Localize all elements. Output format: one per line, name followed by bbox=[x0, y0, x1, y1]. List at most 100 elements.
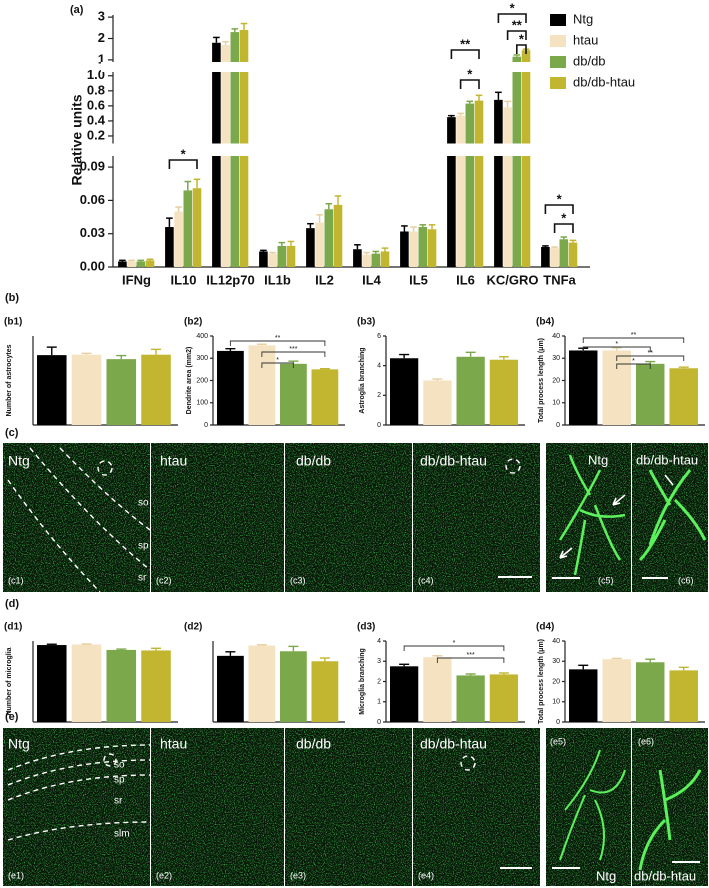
image-label: db/db-htau bbox=[636, 452, 698, 467]
bar bbox=[106, 649, 137, 722]
y-tick-label: 1 bbox=[98, 51, 105, 66]
image-label: db/db-htau bbox=[420, 453, 487, 469]
y-tick-label: 0 bbox=[556, 422, 560, 429]
roi-marker bbox=[505, 458, 521, 474]
y-tick-label: 0 bbox=[204, 422, 208, 429]
bar bbox=[636, 662, 665, 722]
bar bbox=[568, 242, 578, 267]
bar bbox=[503, 107, 512, 267]
micrograph-texture bbox=[632, 443, 708, 592]
significance-bracket bbox=[459, 79, 480, 89]
y-tick-label: 10 bbox=[552, 699, 560, 706]
significance-label: *** bbox=[467, 652, 475, 659]
image-panel-label: (e2) bbox=[156, 870, 172, 880]
y-tick-label: 40 bbox=[552, 333, 560, 340]
bar bbox=[141, 650, 171, 722]
y-tick-label: 0.4 bbox=[87, 112, 106, 127]
section-label: (c) bbox=[5, 427, 19, 439]
significance-bracket bbox=[616, 355, 685, 361]
panel-label: (d1) bbox=[4, 622, 22, 633]
micrograph-texture bbox=[3, 728, 150, 886]
bar bbox=[217, 655, 244, 722]
image-label: sp bbox=[114, 775, 125, 786]
astrocyte bbox=[638, 469, 707, 562]
y-tick-label: 0.06 bbox=[80, 192, 105, 207]
significance-label: * bbox=[557, 191, 563, 206]
legend-label: Ntg bbox=[573, 11, 593, 26]
y-tick-label: 20 bbox=[552, 678, 560, 685]
panel-label: (b2) bbox=[184, 317, 202, 328]
bar bbox=[311, 369, 339, 425]
bar bbox=[602, 659, 631, 722]
significance-bracket bbox=[229, 340, 326, 346]
significance-label: * bbox=[453, 640, 456, 647]
image-panel-label: (e5) bbox=[550, 736, 566, 746]
bar bbox=[380, 251, 390, 267]
y-tick-label: 3 bbox=[98, 9, 105, 24]
micrograph-texture bbox=[632, 728, 708, 886]
legend-label: db/db bbox=[573, 53, 606, 68]
bar bbox=[248, 345, 276, 425]
micrograph-texture bbox=[413, 443, 540, 592]
bar bbox=[192, 188, 202, 267]
bar bbox=[559, 239, 569, 267]
bar bbox=[390, 666, 419, 722]
micrograph-texture bbox=[546, 728, 631, 886]
y-axis-label: Dendrite area (mm2) bbox=[186, 347, 193, 415]
bar bbox=[311, 661, 339, 722]
y-tick-label: 0.6 bbox=[87, 97, 105, 112]
significance-label: * bbox=[276, 357, 279, 364]
significance-label: *** bbox=[289, 346, 297, 353]
bar bbox=[521, 50, 531, 267]
bar bbox=[362, 254, 371, 267]
x-tick-label: IFNg bbox=[122, 272, 151, 287]
image-label: htau bbox=[160, 453, 187, 469]
image-label: htau bbox=[160, 736, 187, 752]
x-tick-label: IL10 bbox=[170, 272, 196, 287]
image-label: Ntg bbox=[8, 736, 30, 752]
bar bbox=[280, 651, 307, 722]
microglia bbox=[559, 749, 626, 861]
layer-boundary bbox=[29, 447, 151, 571]
micrograph-texture bbox=[285, 728, 412, 886]
significance-bracket bbox=[582, 346, 651, 352]
bar bbox=[315, 222, 324, 267]
significance-label: ** bbox=[275, 335, 281, 342]
bar bbox=[165, 227, 174, 267]
bar bbox=[127, 261, 136, 267]
bar bbox=[456, 675, 485, 722]
y-axis-label: Astroglia branching bbox=[359, 347, 366, 413]
significance-bracket bbox=[553, 223, 574, 233]
image-panel-label: (c1) bbox=[8, 575, 24, 585]
y-tick-label: 40 bbox=[552, 638, 560, 645]
bar bbox=[602, 350, 631, 425]
y-tick-label: 2 bbox=[377, 392, 381, 399]
y-axis-label: Number of astrocytes bbox=[6, 344, 13, 416]
significance-label: ** bbox=[512, 17, 523, 32]
y-axis-label: Number of microglia bbox=[6, 647, 13, 715]
y-tick-label: 4 bbox=[377, 363, 381, 370]
arrow bbox=[559, 547, 573, 559]
significance-bracket bbox=[582, 337, 685, 343]
layer-boundary bbox=[7, 759, 151, 786]
image-panel-label: (e1) bbox=[8, 870, 24, 880]
significance-label: * bbox=[181, 146, 187, 161]
legend-swatch bbox=[550, 77, 566, 89]
layer-boundary bbox=[7, 821, 151, 841]
image-label: Ntg bbox=[588, 452, 608, 467]
bar bbox=[423, 657, 452, 722]
bar bbox=[183, 190, 193, 267]
y-axis-label: Microglia branching bbox=[359, 648, 366, 715]
image-label: Ntg bbox=[596, 868, 616, 883]
layer-boundary bbox=[7, 479, 101, 593]
x-tick-label: IL5 bbox=[409, 272, 428, 287]
layer-boundary bbox=[7, 744, 151, 771]
image-panel-label: (c2) bbox=[156, 575, 172, 585]
panel-label: (d3) bbox=[357, 622, 375, 633]
significance-label: * bbox=[632, 358, 635, 365]
bar bbox=[141, 354, 171, 425]
image-label: sr bbox=[114, 796, 123, 807]
significance-bracket bbox=[436, 657, 505, 663]
significance-bracket bbox=[544, 204, 574, 214]
